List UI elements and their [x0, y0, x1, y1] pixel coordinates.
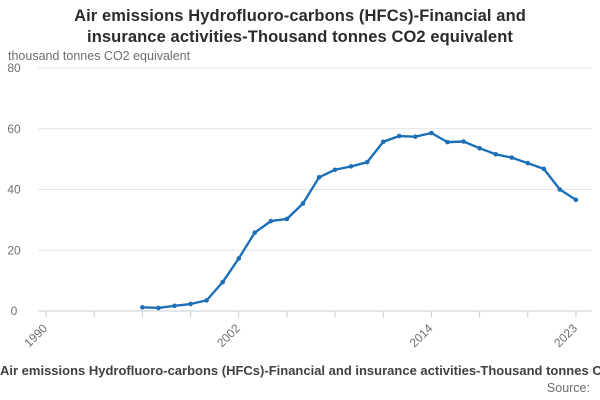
data-point — [477, 145, 482, 151]
data-point — [557, 187, 563, 192]
data-point — [509, 155, 515, 160]
data-point — [573, 197, 579, 203]
data-point — [316, 175, 322, 180]
data-point — [397, 133, 402, 139]
chart-title-line1: Air emissions Hydrofluoro-carbons (HFCs)… — [74, 7, 526, 25]
chart-title-line2: insurance activities-Thousand tonnes CO2… — [87, 28, 513, 46]
chart-title: Air emissions Hydrofluoro-carbons (HFCs)… — [0, 6, 600, 48]
x-tick-label: 2023 — [551, 321, 580, 350]
data-line — [141, 131, 578, 310]
data-point — [268, 218, 274, 224]
data-point — [300, 201, 306, 206]
data-point — [220, 279, 225, 285]
data-point — [332, 167, 338, 173]
y-tick-label: 0 — [11, 304, 18, 318]
y-tick-label: 40 — [7, 183, 21, 197]
source-label: Source: — [546, 381, 590, 395]
data-point — [188, 301, 193, 307]
y-tick-label: 20 — [7, 243, 21, 257]
data-point — [284, 216, 290, 222]
y-tick-label: 80 — [7, 61, 21, 75]
data-point — [461, 139, 466, 144]
data-point — [413, 134, 418, 139]
data-point — [172, 303, 177, 309]
x-tick-label: 2002 — [214, 321, 243, 350]
data-point — [493, 151, 498, 157]
data-point — [541, 166, 547, 172]
y-axis-unit-label: thousand tonnes CO2 equivalent — [8, 49, 191, 63]
footer-caption: Air emissions Hydrofluoro-carbons (HFCs)… — [0, 363, 600, 378]
data-point — [429, 130, 434, 136]
y-tick-label: 60 — [7, 122, 21, 136]
data-point — [380, 139, 386, 145]
data-point — [236, 256, 242, 261]
data-point — [525, 160, 531, 166]
x-tick-label: 1990 — [21, 321, 50, 350]
data-point — [445, 139, 450, 145]
data-point — [140, 305, 145, 310]
data-point — [204, 298, 209, 303]
data-point — [252, 230, 258, 235]
data-point — [156, 305, 161, 311]
data-point — [364, 159, 370, 165]
data-point — [348, 164, 354, 169]
x-tick-label: 2014 — [407, 321, 436, 350]
